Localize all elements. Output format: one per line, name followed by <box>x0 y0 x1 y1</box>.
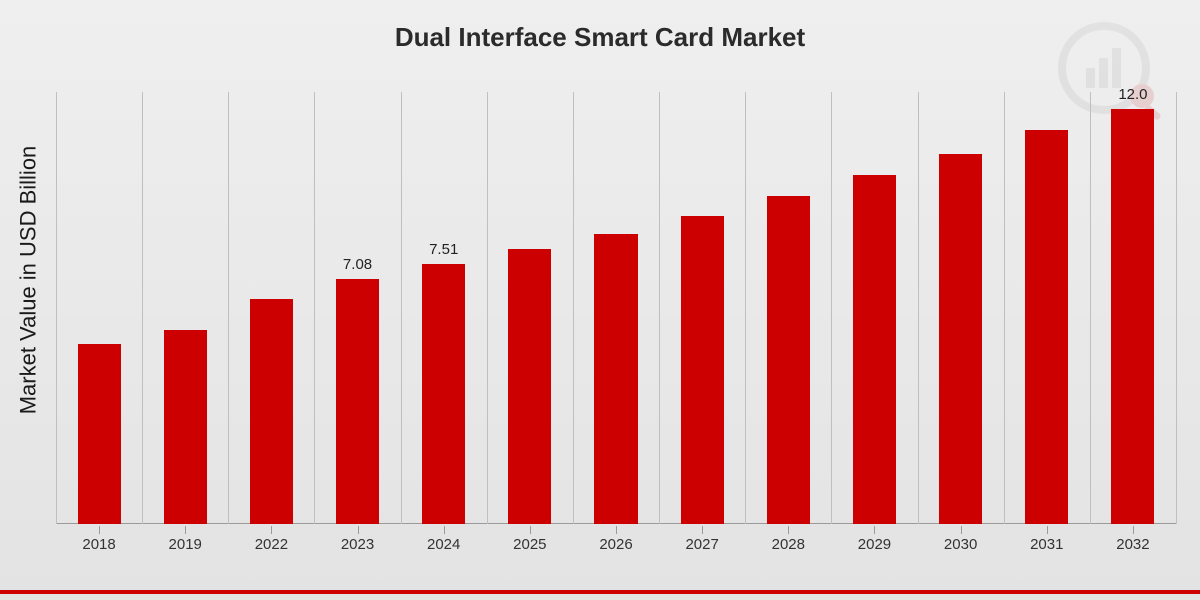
y-axis-label: Market Value in USD Billion <box>15 146 41 415</box>
x-tick <box>616 526 617 534</box>
gridline-vertical <box>1004 92 1005 524</box>
gridline-vertical <box>142 92 143 524</box>
gridline-vertical <box>401 92 402 524</box>
x-tick-label: 2024 <box>427 536 460 553</box>
bar <box>336 279 379 524</box>
x-tick <box>702 526 703 534</box>
bar <box>164 330 207 524</box>
gridline-vertical <box>228 92 229 524</box>
gridline-vertical <box>56 92 57 524</box>
footer-accent-line <box>0 590 1200 594</box>
bar <box>422 264 465 524</box>
x-tick <box>358 526 359 534</box>
y-axis-label-wrap: Market Value in USD Billion <box>8 0 48 560</box>
bar <box>594 234 637 524</box>
x-axis: 2018 2019 2022 2023 2024 2025 2026 2027 2028 2029… <box>56 526 1176 576</box>
x-tick <box>444 526 445 534</box>
x-tick-label: 2031 <box>1030 536 1063 553</box>
x-tick <box>1133 526 1134 534</box>
bar <box>78 344 121 524</box>
x-tick <box>874 526 875 534</box>
x-tick-label: 2023 <box>341 536 374 553</box>
bar <box>853 175 896 524</box>
x-tick <box>961 526 962 534</box>
bar <box>1025 130 1068 524</box>
chart-stage: Dual Interface Smart Card Market Market … <box>0 0 1200 600</box>
bar-value-label: 12.0 <box>1118 86 1147 107</box>
gridline-vertical <box>659 92 660 524</box>
chart-title: Dual Interface Smart Card Market <box>0 22 1200 53</box>
bar <box>508 249 551 524</box>
x-tick <box>1047 526 1048 534</box>
x-tick <box>788 526 789 534</box>
gridline-vertical <box>1176 92 1177 524</box>
x-tick <box>185 526 186 534</box>
x-tick-label: 2028 <box>772 536 805 553</box>
x-tick-label: 2025 <box>513 536 546 553</box>
x-tick-label: 2029 <box>858 536 891 553</box>
bar <box>939 154 982 524</box>
x-tick-label: 2030 <box>944 536 977 553</box>
gridline-vertical <box>487 92 488 524</box>
gridline-vertical <box>831 92 832 524</box>
plot-area: 7.087.5112.0 <box>56 92 1176 524</box>
bar-value-label: 7.51 <box>429 241 458 262</box>
x-tick-label: 2032 <box>1116 536 1149 553</box>
bar <box>250 299 293 524</box>
gridline-vertical <box>745 92 746 524</box>
x-tick-label: 2018 <box>82 536 115 553</box>
x-tick <box>530 526 531 534</box>
x-tick <box>271 526 272 534</box>
gridline-vertical <box>314 92 315 524</box>
x-tick-label: 2019 <box>169 536 202 553</box>
gridline-vertical <box>918 92 919 524</box>
bar <box>681 216 724 524</box>
bar-value-label: 7.08 <box>343 256 372 277</box>
x-tick-label: 2022 <box>255 536 288 553</box>
x-tick <box>99 526 100 534</box>
x-tick-label: 2026 <box>599 536 632 553</box>
x-tick-label: 2027 <box>685 536 718 553</box>
gridline-vertical <box>1090 92 1091 524</box>
bar <box>767 196 810 524</box>
gridline-vertical <box>573 92 574 524</box>
bar <box>1111 109 1154 524</box>
